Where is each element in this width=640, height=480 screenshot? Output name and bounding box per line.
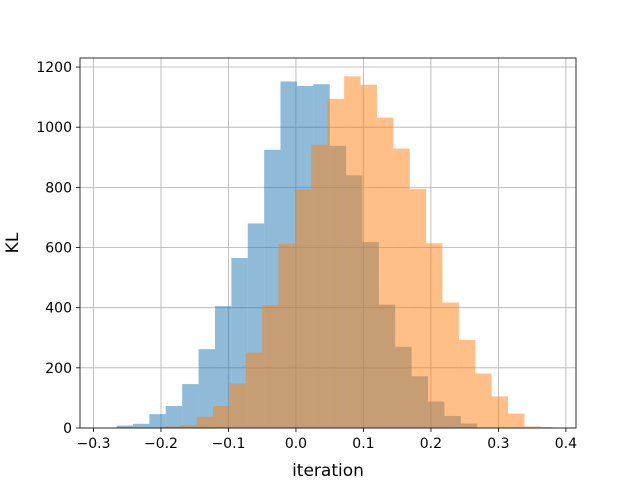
series-1-bar-8 <box>295 189 312 428</box>
series-1-bar-9 <box>311 144 328 428</box>
y-tick-label-4: 800 <box>45 180 72 196</box>
x-axis-ticks: −0.3 −0.2 −0.1 0.0 0.1 0.2 0.3 0.4 <box>76 428 577 452</box>
series-1-bar-12 <box>360 84 377 429</box>
x-tick-label-4: 0.1 <box>352 436 374 452</box>
series-1-bar-19 <box>475 373 492 428</box>
series-1-bar-0 <box>163 426 181 428</box>
series-1-bar-18 <box>458 339 476 428</box>
x-tick-label-3: 0.0 <box>285 436 307 452</box>
series-1-bar-11 <box>344 76 361 428</box>
x-tick-label-6: 0.3 <box>487 436 509 452</box>
y-tick-label-1: 200 <box>45 361 72 377</box>
y-tick-label-0: 0 <box>63 421 72 437</box>
series-0-bar-5 <box>198 349 215 428</box>
y-tick-label-3: 600 <box>45 241 72 257</box>
series-0-bar-1 <box>133 423 150 428</box>
x-tick-label-2: −0.1 <box>211 436 245 452</box>
series-1-bar-4 <box>229 383 246 428</box>
series-1-bar-21 <box>508 413 525 428</box>
x-tick-label-0: −0.3 <box>76 436 110 452</box>
series-1-bar-23 <box>540 427 553 428</box>
series-0-bar-0 <box>116 425 134 428</box>
series-0-bar-4 <box>182 384 199 428</box>
series-1-bar-3 <box>213 406 230 428</box>
series-1-bar-14 <box>393 148 410 428</box>
x-axis-label: iteration <box>292 461 364 480</box>
series-1-bar-20 <box>491 396 509 428</box>
x-tick-label-5: 0.2 <box>420 436 442 452</box>
series-1-bar-22 <box>524 426 541 428</box>
series-0-bar-2 <box>149 414 166 428</box>
series-0-bar-3 <box>165 406 183 428</box>
series-1-bar-2 <box>196 416 214 428</box>
x-tick-label-1: −0.2 <box>144 436 178 452</box>
y-axis-ticks: 0 200 400 600 800 1000 1200 <box>36 60 80 437</box>
histogram-bars <box>116 76 553 429</box>
series-1-bar-16 <box>426 243 443 428</box>
y-tick-label-2: 400 <box>45 301 72 317</box>
series-1-bar-17 <box>442 302 459 428</box>
series-1-bar-15 <box>409 188 427 428</box>
series-1-bar-6 <box>262 305 279 428</box>
plot-frame <box>79 57 577 429</box>
series-0-bar-6 <box>214 306 232 428</box>
series-1-bar-13 <box>376 117 394 428</box>
series-1-bar-5 <box>245 352 263 428</box>
y-tick-label-5: 1000 <box>36 120 72 136</box>
series-1-bar-7 <box>278 243 296 428</box>
series-1-bar-10 <box>327 98 345 428</box>
x-tick-label-7: 0.4 <box>555 436 577 452</box>
y-axis-label: KL <box>3 232 23 253</box>
y-tick-label-6: 1200 <box>36 60 72 76</box>
series-1-bar-1 <box>180 424 197 428</box>
